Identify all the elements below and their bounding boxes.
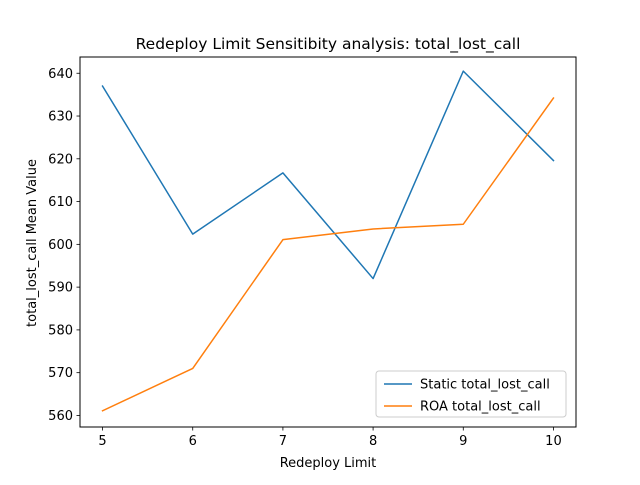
y-tick-label: 620 xyxy=(48,152,73,167)
x-axis-label: Redeploy Limit xyxy=(280,456,377,471)
y-tick-label: 630 xyxy=(48,110,73,125)
y-tick-label: 600 xyxy=(48,238,73,253)
legend-label-2: ROA total_lost_call xyxy=(420,400,541,415)
y-tick-label: 640 xyxy=(48,67,73,82)
plot-area xyxy=(101,70,555,412)
series-line-1 xyxy=(101,70,555,280)
y-axis-label: total_lost_call Mean Value xyxy=(25,159,40,327)
x-tick-label: 7 xyxy=(279,434,287,449)
axes-frame xyxy=(79,56,577,428)
legend: Static total_lost_call ROA total_lost_cal… xyxy=(375,370,567,418)
y-tick-label: 580 xyxy=(48,323,73,338)
y-tick-label: 590 xyxy=(48,281,73,296)
x-tick-label: 6 xyxy=(189,434,197,449)
y-tick-label: 570 xyxy=(48,366,73,381)
x-tick-label: 8 xyxy=(369,434,377,449)
axes: 5 6 7 8 9 10 560 570 580 590 600 610 620 630 640 xyxy=(48,56,577,449)
y-tick-label: 560 xyxy=(48,409,73,424)
x-tick-label: 5 xyxy=(98,434,106,449)
chart-title: Redeploy Limit Sensitibity analysis: tot… xyxy=(136,35,521,54)
series-line-2 xyxy=(101,97,555,412)
legend-box xyxy=(375,370,567,418)
y-tick-label: 610 xyxy=(48,195,73,210)
x-tick-label: 9 xyxy=(459,434,467,449)
legend-label-1: Static total_lost_call xyxy=(420,378,550,393)
x-tick-label: 10 xyxy=(545,434,562,449)
